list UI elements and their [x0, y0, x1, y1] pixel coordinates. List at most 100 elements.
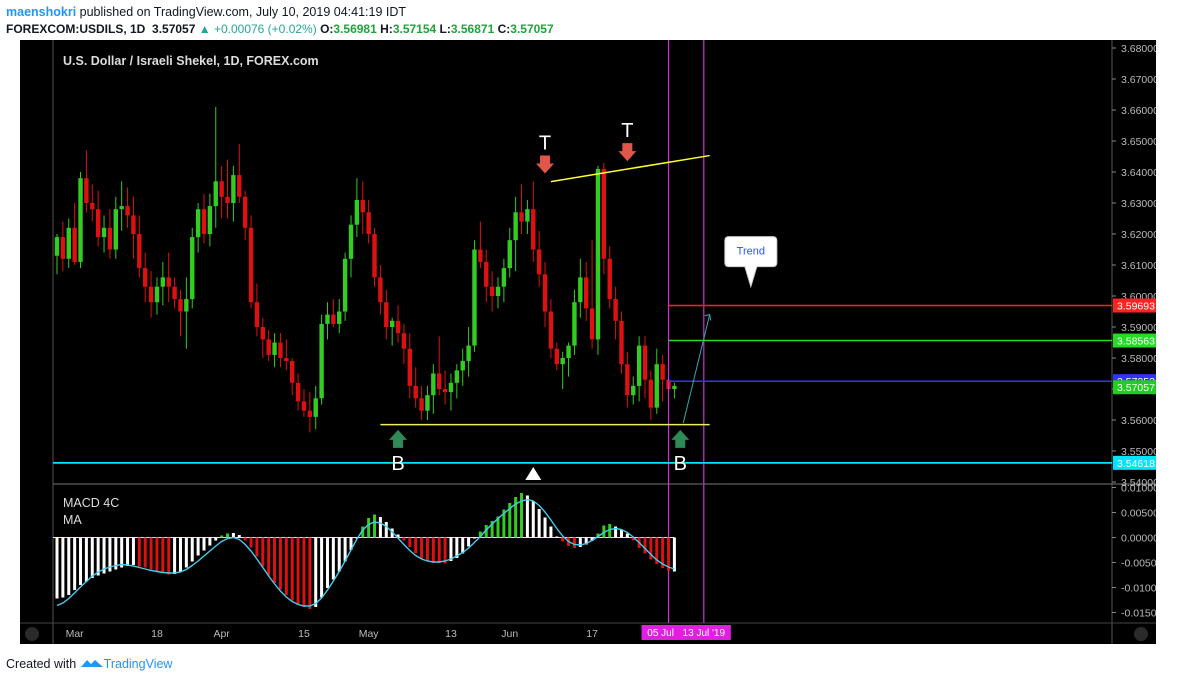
macd-bar: [537, 509, 541, 538]
macd-bar: [661, 537, 665, 568]
candle-body: [254, 302, 260, 327]
candle-body: [295, 382, 301, 402]
candle-body: [495, 286, 501, 296]
macd-bar: [184, 537, 188, 568]
candle-body: [536, 249, 542, 275]
macd-bar: [431, 537, 435, 563]
macd-bar: [408, 537, 412, 547]
candle-body: [431, 373, 436, 396]
macd-bar: [284, 537, 288, 595]
candle-body: [266, 339, 271, 355]
macd-bar: [120, 537, 124, 568]
top-arrow-icon: [536, 155, 555, 174]
macd-bar: [525, 495, 529, 538]
published-text: published on TradingView.com, July 10, 2…: [76, 5, 407, 19]
macd-ma-line: [56, 498, 675, 607]
macd-tick-label: -0.01500: [1121, 608, 1156, 620]
macd-bar: [149, 537, 153, 570]
macd-bar: [549, 526, 553, 538]
macd-bar: [578, 537, 582, 547]
candle-body: [178, 299, 183, 312]
candle-body: [101, 227, 107, 238]
macd-bar: [531, 501, 535, 538]
time-tick-label: Apr: [213, 628, 230, 640]
macd-bar: [584, 537, 588, 545]
macd-bar: [102, 537, 106, 574]
top-marker-label: T: [539, 133, 551, 155]
macd-bar: [220, 535, 224, 538]
candle-body: [413, 385, 418, 399]
candle-body: [301, 401, 307, 411]
author-link[interactable]: maenshokri: [6, 5, 77, 19]
chart-area[interactable]: T T B B Trend 3.68000 3.67000 3.66000 3.65000 3.…: [20, 40, 1163, 644]
price-tick-label: 3.61000: [1121, 260, 1156, 272]
candle-body: [660, 364, 665, 380]
macd-bar: [249, 537, 253, 548]
macd-bar: [296, 537, 300, 605]
low-value: 3.56871: [450, 22, 495, 36]
macd-bar: [237, 535, 241, 538]
candle-body: [519, 212, 524, 222]
price-level-label: 3.59693: [1117, 301, 1155, 313]
macd-bar: [384, 522, 388, 538]
macd-bar: [261, 537, 265, 567]
macd-tick-label: 0.00000: [1121, 533, 1156, 545]
macd-bar: [108, 537, 112, 572]
top-arrow-icon: [618, 143, 637, 162]
price-change: ▲ +0.00076 (+0.02%): [198, 22, 317, 36]
high-value: 3.57154: [392, 22, 437, 36]
candle-body: [548, 311, 554, 349]
candle-body: [384, 302, 389, 327]
macd-bar: [320, 537, 324, 598]
macd-bar: [367, 518, 371, 538]
candle-body: [325, 314, 330, 324]
candle-body: [572, 302, 577, 346]
macd-bar: [437, 537, 441, 563]
price-tick-label: 3.64000: [1121, 167, 1156, 179]
candle-body: [513, 212, 518, 241]
candle-body: [248, 227, 254, 303]
macd-bar: [308, 537, 312, 609]
candle-body: [578, 277, 583, 303]
candle-body: [654, 364, 659, 408]
macd-bar: [631, 537, 635, 541]
created-with-text: Created with: [6, 657, 77, 671]
macd-bar: [84, 537, 88, 582]
candle-body: [642, 345, 648, 380]
macd-bar: [361, 526, 365, 538]
macd-bar: [614, 526, 618, 538]
macd-bar: [90, 537, 94, 578]
macd-bar: [73, 537, 77, 590]
macd-bar: [520, 493, 524, 538]
time-tick-label: 17: [586, 628, 598, 640]
macd-bar: [461, 537, 465, 554]
candle-body: [319, 323, 324, 399]
candle-body: [225, 196, 230, 203]
macd-bar: [396, 534, 400, 538]
candle-body: [348, 224, 354, 259]
candle-body: [278, 342, 283, 358]
candle-body: [378, 277, 383, 303]
candle-body: [190, 237, 195, 300]
candle-body: [407, 348, 412, 386]
macd-bar: [79, 537, 83, 585]
macd-tick-label: -0.01000: [1121, 583, 1156, 595]
candle-body: [613, 299, 618, 321]
candle-body: [172, 286, 177, 300]
candle-body: [237, 175, 242, 197]
tradingview-link[interactable]: TradingView: [103, 657, 173, 671]
price-tick-label: 3.56000: [1121, 415, 1156, 427]
macd-pane: [53, 493, 676, 609]
price-tick-label: 3.66000: [1121, 105, 1156, 117]
macd-bar: [278, 537, 282, 590]
macd-bar: [314, 537, 318, 607]
macd-title: MACD 4C: [63, 496, 119, 510]
candle-body: [201, 209, 207, 234]
bottom-marker-label: B: [391, 453, 404, 475]
candle-body: [148, 286, 154, 303]
candle-body: [284, 358, 289, 362]
trend-callout: [724, 236, 778, 289]
macd-tick-label: 0.01000: [1121, 483, 1156, 495]
